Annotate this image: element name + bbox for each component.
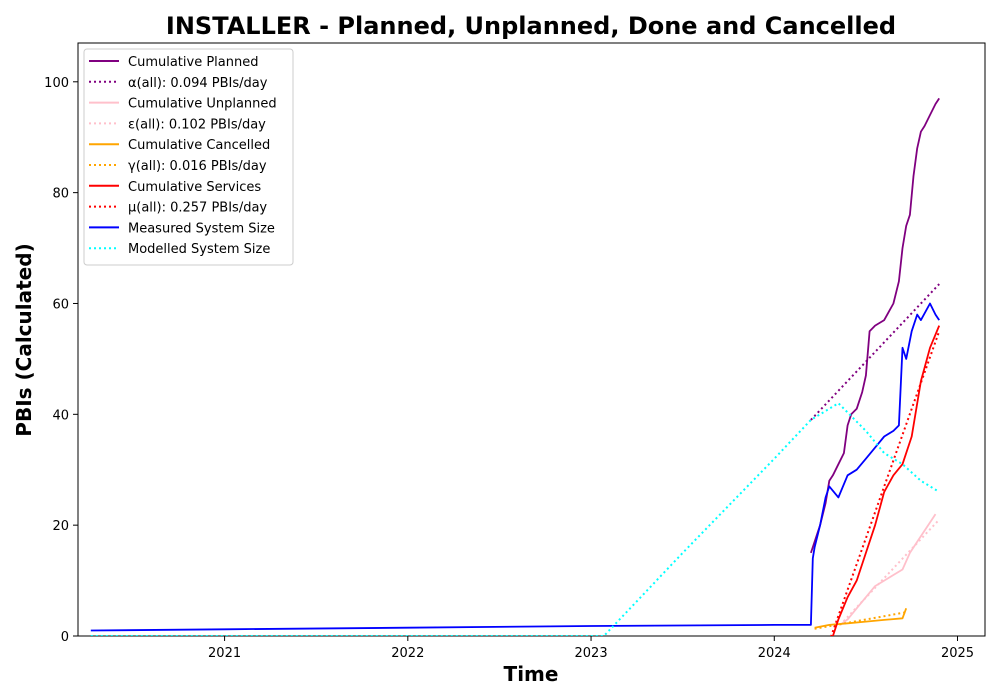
y-tick-label: 100 — [44, 76, 69, 91]
legend-label: Measured System Size — [128, 221, 275, 236]
legend-label: Cumulative Unplanned — [128, 97, 277, 112]
y-axis-label: PBIs (Calculated) — [12, 243, 36, 436]
legend-label: γ(all): 0.016 PBIs/day — [128, 159, 267, 174]
y-axis: 0 20 40 60 80 100 — [44, 76, 78, 645]
x-tick-label: 2023 — [575, 646, 608, 661]
legend-label: Cumulative Planned — [128, 55, 258, 70]
x-axis: 2021 2022 2023 2024 2025 — [208, 636, 974, 661]
y-tick-label: 40 — [52, 408, 69, 423]
legend-label: μ(all): 0.257 PBIs/day — [128, 201, 267, 216]
legend-label: α(all): 0.094 PBIs/day — [128, 76, 268, 91]
x-tick-label: 2025 — [941, 646, 974, 661]
x-axis-label: Time — [504, 662, 559, 686]
x-tick-label: 2022 — [391, 646, 424, 661]
series-line-2 — [839, 513, 937, 626]
x-tick-label: 2024 — [758, 646, 791, 661]
legend-label: Cumulative Services — [128, 180, 261, 195]
legend-box — [83, 48, 294, 266]
legend-label: ε(all): 0.102 PBIs/day — [128, 117, 266, 132]
x-tick-label: 2021 — [208, 646, 241, 661]
series-line-9 — [90, 402, 940, 636]
legend-label: Cumulative Cancelled — [128, 138, 270, 153]
series-line-0 — [810, 97, 940, 554]
legend: Cumulative Planned α(all): 0.094 PBIs/day… — [83, 48, 294, 266]
series-line-5 — [814, 611, 907, 630]
series-line-3 — [839, 518, 940, 626]
y-tick-label: 60 — [52, 297, 69, 312]
series-line-8 — [90, 302, 940, 632]
chart-title: INSTALLER - Planned, Unplanned, Done and… — [166, 12, 896, 40]
legend-label: Modelled System Size — [128, 242, 270, 257]
y-tick-label: 0 — [61, 630, 69, 645]
series-line-4 — [814, 607, 908, 629]
y-tick-label: 80 — [52, 187, 69, 202]
series-line-1 — [810, 283, 940, 421]
data-layer — [90, 97, 941, 636]
y-tick-label: 20 — [52, 519, 69, 534]
